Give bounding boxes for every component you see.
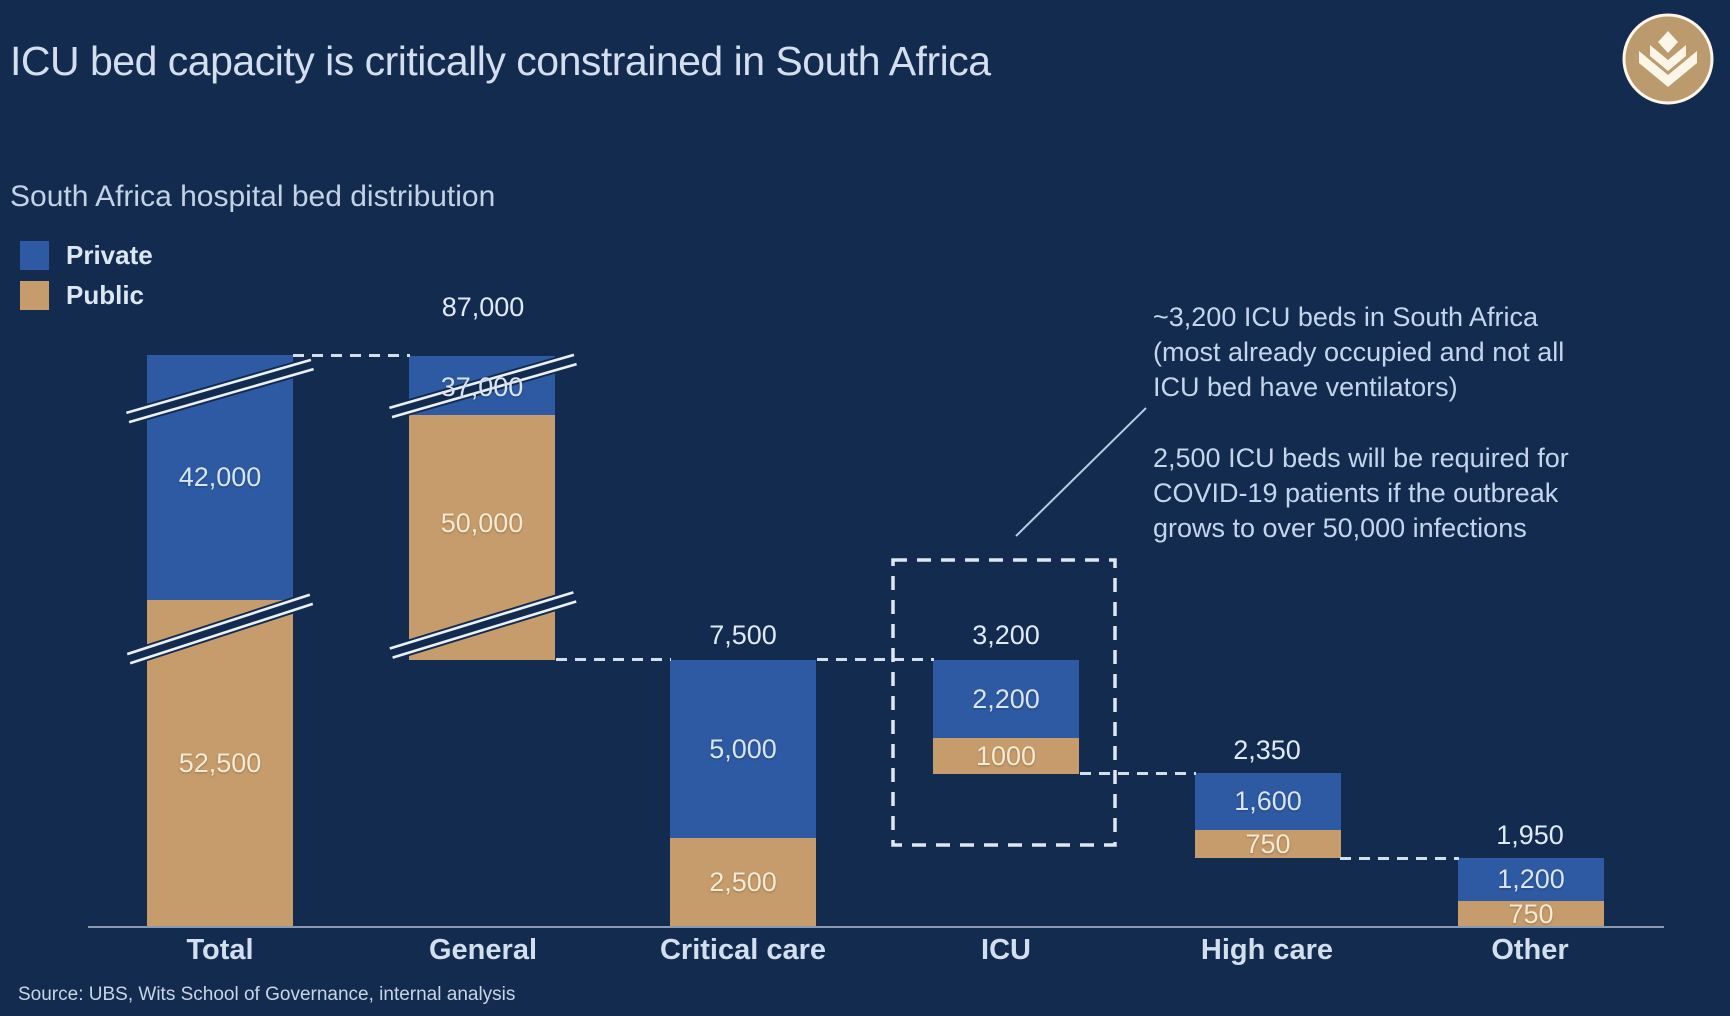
chart-subtitle: South Africa hospital bed distribution: [10, 180, 496, 213]
annotation-paragraph-2: 2,500 ICU beds will be required for COVI…: [1153, 441, 1613, 546]
legend-label-public: Public: [66, 280, 145, 310]
bar-general-private-value: 37,000: [440, 372, 524, 402]
logo-chevron-large: [1639, 51, 1697, 87]
legend-label-private: Private: [66, 240, 153, 270]
annotation-paragraph-1: ~3,200 ICU beds in South Africa (most al…: [1153, 300, 1613, 405]
category-label-general: General: [429, 934, 537, 966]
bar-general-public-segment: 50,000: [409, 415, 555, 660]
bar-other-private-segment: 1,200: [1458, 858, 1604, 901]
category-label-total: Total: [186, 934, 254, 966]
bar-general-total-label: 87,000: [441, 292, 525, 322]
annotation-line: COVID-19 patients if the outbreak: [1153, 478, 1559, 508]
bar-icu-public-segment: 1000: [933, 738, 1079, 774]
bar-icu-public-value: 1000: [975, 740, 1037, 771]
bar-high-care-public-value: 750: [1245, 828, 1291, 859]
annotation-line: ICU bed have ventilators): [1153, 372, 1458, 402]
legend-swatch-public: [20, 281, 49, 310]
source-note: Source: UBS, Wits School of Governance, …: [18, 984, 516, 1005]
bar-total-private-segment: 42,000: [147, 355, 293, 600]
bar-other-private-value: 1,200: [1497, 864, 1565, 894]
annotation-callout-line: [1015, 407, 1147, 537]
icu-annotation: ~3,200 ICU beds in South Africa (most al…: [1153, 300, 1613, 546]
bar-high-care-private-segment: 1,600: [1195, 773, 1341, 830]
bar-icu-private-segment: 2,200: [933, 660, 1079, 738]
category-label-icu: ICU: [981, 934, 1031, 966]
bar-total-public-segment: 52,500: [147, 600, 293, 927]
bar-critical-care-private-value: 5,000: [709, 733, 777, 764]
bar-high-care-total-label: 2,350: [1233, 735, 1301, 765]
bar-critical-care-private-segment: 5,000: [670, 660, 816, 838]
bar-high-care-public-segment: 750: [1195, 828, 1341, 859]
category-label-high-care: High care: [1200, 934, 1334, 966]
bar-critical-care-total-label: 7,500: [709, 620, 777, 650]
bar-general-public-value: 50,000: [440, 508, 524, 538]
logo-diamond: [1658, 31, 1678, 53]
annotation-line: ~3,200 ICU beds in South Africa: [1153, 302, 1538, 332]
bar-other-public-value: 750: [1508, 898, 1554, 929]
discovery-logo-icon: [1622, 13, 1714, 105]
page-title: ICU bed capacity is critically constrain…: [10, 38, 991, 84]
annotation-line: 2,500 ICU beds will be required for: [1153, 443, 1569, 473]
category-label-other: Other: [1491, 934, 1569, 966]
bar-high-care-private-value: 1,600: [1234, 786, 1302, 816]
annotation-line: (most already occupied and not all: [1153, 337, 1565, 367]
annotation-line: grows to over 50,000 infections: [1153, 513, 1527, 543]
logo-chevron-small: [1650, 45, 1686, 71]
bar-critical-care-public-value: 2,500: [709, 867, 777, 897]
bar-total-public-value: 52,500: [178, 748, 262, 778]
category-label-critical-care: Critical care: [659, 934, 827, 966]
bar-other-public-segment: 750: [1458, 898, 1604, 929]
bar-icu-total-label: 3,200: [972, 620, 1040, 650]
bar-total-private-value: 42,000: [178, 462, 262, 492]
bar-critical-care-public-segment: 2,500: [670, 838, 816, 927]
legend-swatch-private: [20, 241, 49, 270]
bar-other-total-label: 1,950: [1496, 820, 1564, 850]
bar-icu-private-value: 2,200: [972, 683, 1040, 714]
